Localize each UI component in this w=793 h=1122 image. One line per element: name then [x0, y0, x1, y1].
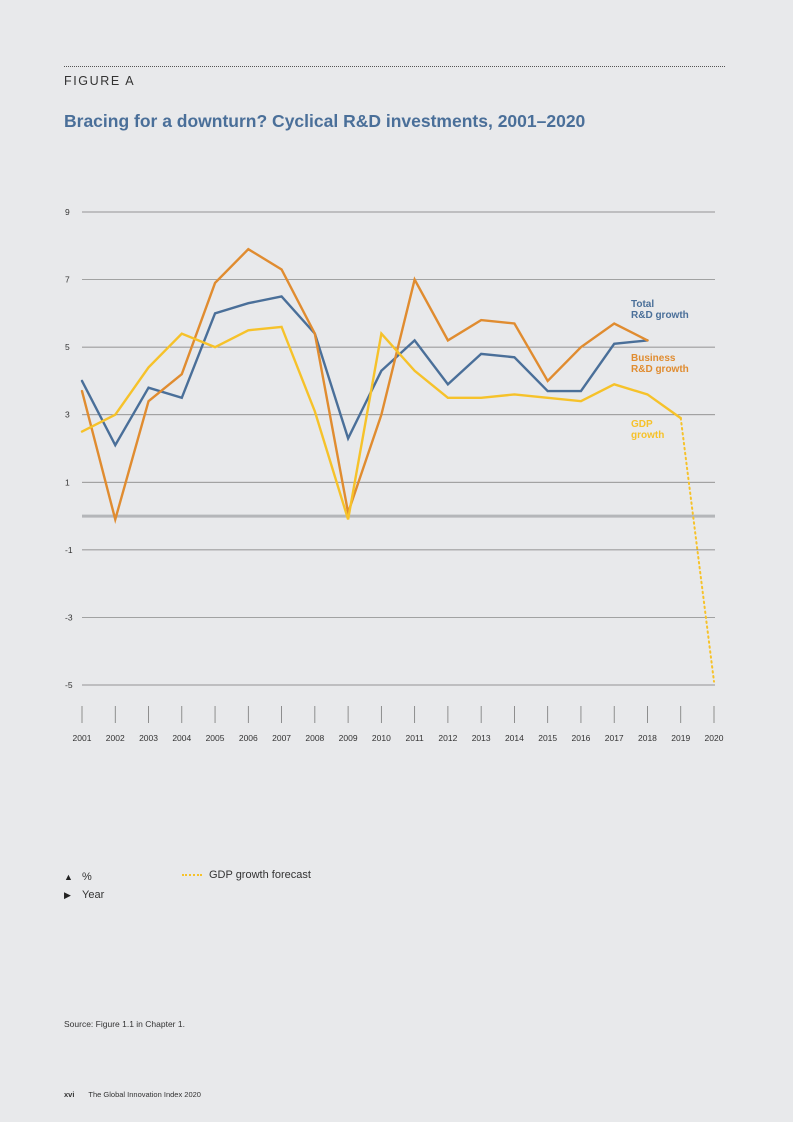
triangle-up-icon: ▲ — [64, 872, 73, 882]
line-chart: 9 7 5 3 1 -1 -3 -5 2001 2002 2003 2004 2005 2006 2007 2… — [65, 207, 724, 743]
x-tick-label: 2013 — [472, 733, 491, 743]
source-note: Source: Figure 1.1 in Chapter 1. — [64, 1019, 185, 1029]
x-tick-label: 2002 — [106, 733, 125, 743]
series-label-gdp-growth: GDP — [631, 419, 653, 430]
series-line-gdp-growth-forecast — [679, 417, 715, 683]
y-tick-label: -5 — [65, 680, 73, 690]
x-tick-label: 2011 — [405, 733, 424, 743]
x-tick-label: 2018 — [638, 733, 657, 743]
series-line-gdp-growth — [80, 325, 682, 520]
x-tick-label: 2005 — [206, 733, 225, 743]
legend-x-unit: ▶ Year — [64, 886, 104, 904]
x-tick-label: 2015 — [538, 733, 557, 743]
series-label-business-r-d-growth: Business — [631, 353, 676, 364]
series-line-total-r-d-growth — [80, 295, 649, 448]
x-tick-label: 2014 — [505, 733, 524, 743]
x-tick-label: 2009 — [339, 733, 358, 743]
series-label-total-r-d-growth: R&D growth — [631, 310, 689, 321]
publication-name: The Global Innovation Index 2020 — [88, 1090, 201, 1099]
x-tick-label: 2019 — [671, 733, 690, 743]
x-tick-label: 2020 — [705, 733, 724, 743]
page-footer: xvi The Global Innovation Index 2020 — [64, 1090, 201, 1099]
chart-title: Bracing for a downturn? Cyclical R&D inv… — [64, 111, 586, 131]
triangle-right-icon: ▶ — [64, 889, 71, 900]
series-label-business-r-d-growth: R&D growth — [631, 364, 689, 375]
x-tick-label: 2003 — [139, 733, 158, 743]
top-dotted-rule — [64, 66, 725, 67]
x-tick-label: 2001 — [73, 733, 92, 743]
x-tick-label: 2017 — [605, 733, 624, 743]
y-tick-label: 3 — [65, 410, 70, 420]
y-tick-label: 9 — [65, 207, 70, 217]
page-number: xvi — [64, 1090, 75, 1099]
y-tick-label: 7 — [65, 275, 70, 285]
forecast-legend: GDP growth forecast — [182, 868, 311, 881]
y-tick-label: -3 — [65, 612, 73, 622]
legend-x-unit-label: Year — [82, 889, 105, 901]
series-line-business-r-d-growth — [80, 247, 649, 525]
legend-y-unit-label: % — [82, 871, 92, 883]
x-tick-label: 2016 — [571, 733, 590, 743]
y-tick-label: -1 — [65, 545, 73, 555]
x-tick-label: 2006 — [239, 733, 258, 743]
y-tick-label: 1 — [65, 477, 70, 487]
forecast-legend-label: GDP growth forecast — [209, 868, 311, 881]
x-tick-label: 2008 — [305, 733, 324, 743]
x-tick-label: 2012 — [438, 733, 457, 743]
x-tick-label: 2010 — [372, 733, 391, 743]
legend-y-unit: ▲ % — [64, 868, 104, 886]
x-tick-label: 2007 — [272, 733, 291, 743]
series-label-gdp-growth: growth — [631, 430, 664, 441]
dotted-line-swatch — [182, 873, 202, 876]
figure-label: FIGURE A — [64, 74, 136, 88]
series-label-total-r-d-growth: Total — [631, 299, 654, 310]
x-tick-label: 2004 — [172, 733, 191, 743]
axis-legend: ▲ % ▶ Year — [64, 868, 104, 904]
y-tick-label: 5 — [65, 342, 70, 352]
